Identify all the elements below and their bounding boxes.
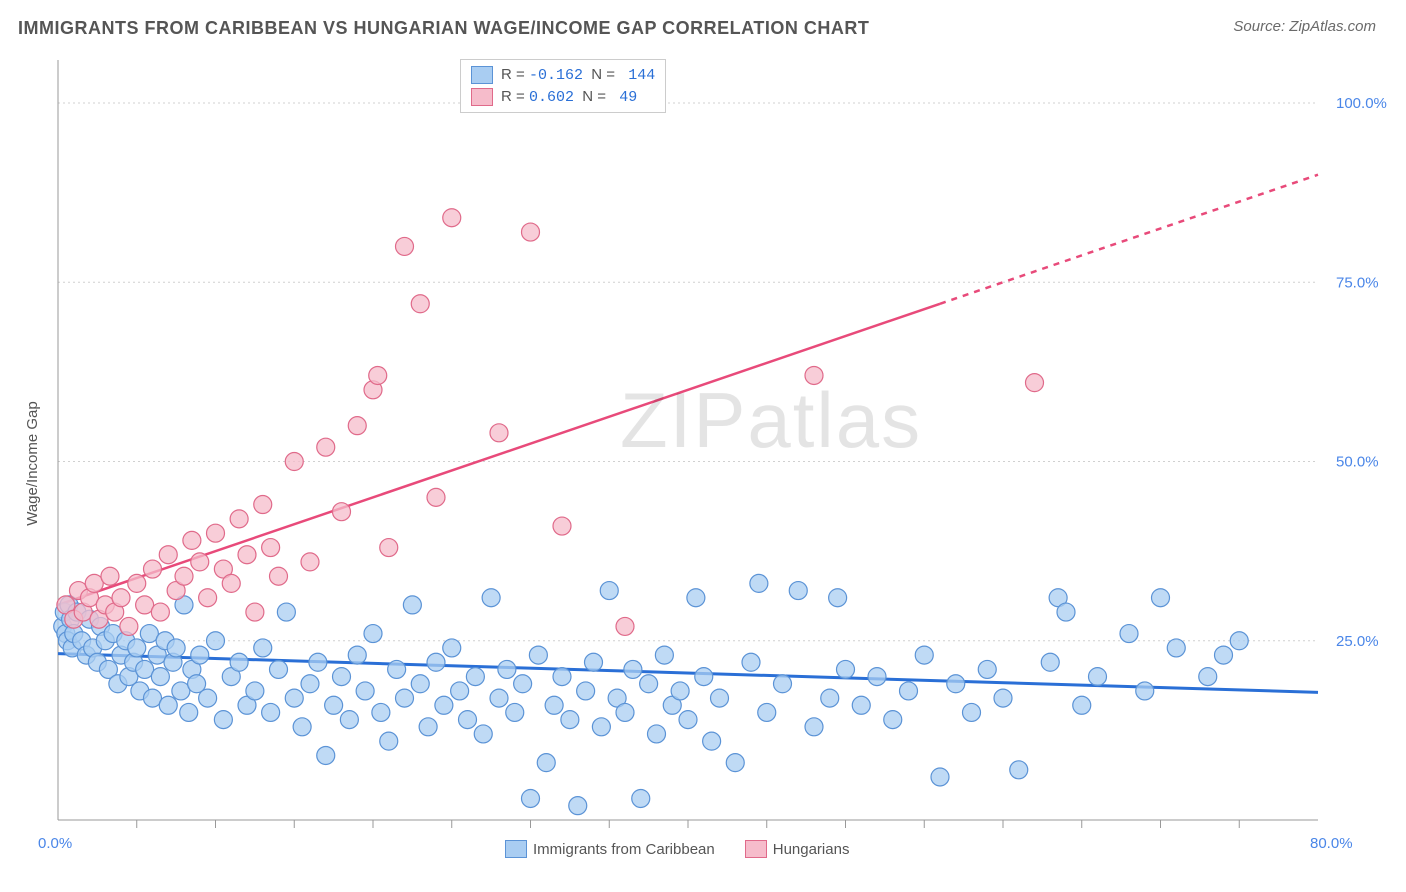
svg-text:75.0%: 75.0% (1336, 274, 1379, 291)
series-legend: Immigrants from CaribbeanHungarians (505, 840, 849, 858)
svg-text:50.0%: 50.0% (1336, 454, 1379, 471)
svg-text:25.0%: 25.0% (1336, 633, 1379, 650)
chart-container: Wage/Income Gap 25.0% 50.0% 75.0% 100.0% 0.0… (0, 45, 1406, 865)
chart-title: IMMIGRANTS FROM CARIBBEAN VS HUNGARIAN W… (18, 18, 869, 39)
svg-text:80.0%: 80.0% (1310, 835, 1353, 852)
source-credit: Source: ZipAtlas.com (1233, 18, 1376, 35)
scatter-plot: 25.0% 50.0% 75.0% 100.0% 0.0% 80.0% (0, 45, 1406, 865)
svg-text:0.0%: 0.0% (38, 835, 72, 852)
y-axis-label: Wage/Income Gap (24, 401, 41, 526)
correlation-legend: R = -0.162 N = 144R = 0.602 N = 49 (460, 59, 666, 113)
svg-text:100.0%: 100.0% (1336, 95, 1387, 112)
